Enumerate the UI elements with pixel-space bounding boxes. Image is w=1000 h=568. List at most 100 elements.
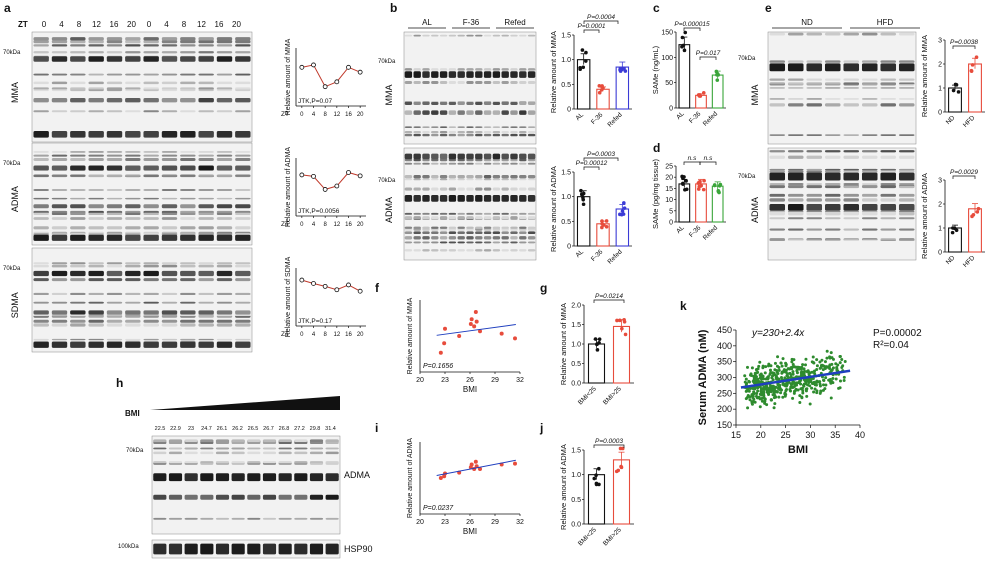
blot-e-adma-band bbox=[880, 228, 897, 231]
blot-e-adma-band bbox=[880, 217, 897, 220]
bracket-g-label: P=0.0214 bbox=[595, 293, 623, 300]
blot-a-adma-band bbox=[88, 174, 104, 177]
blot-a-mma-band bbox=[70, 56, 86, 62]
plot-a-2-xtick-label: 4 bbox=[312, 332, 316, 338]
bar-c-ytick-label: 0 bbox=[669, 106, 673, 113]
blot-h-adma-band bbox=[325, 447, 339, 450]
blot-b-mma-band bbox=[413, 126, 421, 128]
blot-e-adma-band bbox=[824, 183, 841, 185]
blot-b-adma-band bbox=[519, 195, 527, 202]
blot-a-mma-band bbox=[125, 56, 141, 62]
blot-h-hsp90-band bbox=[309, 543, 324, 555]
blot-b-mma-band bbox=[439, 34, 448, 37]
blot-e-mma-band bbox=[824, 63, 841, 72]
blot-e-adma-band bbox=[787, 239, 804, 242]
blot-b-adma-band bbox=[492, 212, 501, 215]
panel-letter-h: h bbox=[116, 376, 123, 390]
blot-a-adma-band bbox=[51, 157, 68, 162]
scatter-k-point bbox=[798, 367, 802, 371]
scatter-k-point bbox=[776, 355, 780, 359]
scatter-k-point bbox=[755, 391, 759, 395]
bar-b-mma-ytick-label: 1.5 bbox=[561, 33, 571, 40]
blot-a-adma-band bbox=[235, 212, 251, 216]
blot-a-mma-band bbox=[235, 131, 251, 138]
bar-j-ylabel: Relative amount of ADMA bbox=[559, 444, 568, 530]
blot-b-mma-band bbox=[492, 34, 501, 37]
blot-b-adma-band bbox=[457, 249, 465, 252]
blot-a-label: ADMA bbox=[10, 186, 20, 212]
blot-a-sdma-band bbox=[125, 323, 141, 327]
blot-a-sdma-band bbox=[198, 338, 214, 341]
scatter-i-xtick-label: 26 bbox=[466, 519, 474, 526]
scatter-k-point bbox=[803, 369, 807, 373]
blot-b-mma-band bbox=[431, 34, 439, 37]
blot-h-adma-band bbox=[231, 473, 245, 482]
scatter-k-point bbox=[749, 387, 753, 391]
group-label-b: F-36 bbox=[463, 18, 480, 27]
blot-b-mma-band bbox=[501, 81, 509, 84]
blot-b-adma-band bbox=[439, 216, 448, 220]
bar-c-ytick-label: 150 bbox=[661, 30, 673, 37]
blot-a-mma-band bbox=[216, 73, 233, 76]
blot-a-mma-band bbox=[235, 44, 251, 47]
blot-a-mma-band bbox=[161, 98, 178, 103]
blot-b-adma-band bbox=[527, 226, 536, 229]
blot-e-adma-band bbox=[843, 185, 860, 189]
blot-a-adma-band bbox=[198, 217, 214, 220]
blot-a-adma-band bbox=[106, 217, 123, 220]
scatter-k-point bbox=[781, 382, 785, 386]
blot-b-mma-band bbox=[457, 130, 465, 134]
blot-e-adma-band bbox=[769, 155, 786, 159]
blot-e-adma-band bbox=[769, 172, 786, 181]
scatter-k-point bbox=[822, 383, 826, 387]
blot-b-adma-band bbox=[519, 175, 527, 179]
blot-a-adma-band bbox=[180, 212, 196, 216]
blot-a-adma-frame bbox=[31, 142, 253, 246]
blot-b-adma-band bbox=[431, 226, 439, 229]
scatter-k-point bbox=[828, 379, 832, 383]
blot-b-adma-band bbox=[448, 231, 457, 235]
blot-b-adma-band bbox=[448, 249, 457, 252]
blot-a-mma-band bbox=[70, 37, 86, 41]
blot-a-mma-band bbox=[198, 87, 214, 90]
scatter-k-point bbox=[752, 381, 756, 385]
blot-e-adma-band bbox=[843, 183, 860, 185]
blot-a-sdma-band bbox=[161, 301, 178, 304]
scatter-k-point bbox=[823, 360, 827, 364]
blot-b-mma-band bbox=[475, 133, 483, 137]
blot-a-mma-band bbox=[161, 131, 178, 138]
blot-e-adma-band bbox=[843, 172, 860, 181]
scatter-k-point bbox=[835, 368, 839, 372]
zt-value: 8 bbox=[77, 20, 82, 29]
blot-e-adma-band bbox=[861, 211, 878, 216]
blot-e-adma-band bbox=[787, 204, 804, 211]
blot-a-mma-band bbox=[143, 37, 159, 41]
blot-h-adma-band bbox=[262, 517, 277, 520]
blot-a-mma-band bbox=[106, 87, 123, 90]
blot-h-hsp90-band bbox=[184, 543, 198, 555]
blot-a-mma-band bbox=[216, 81, 233, 85]
blot-e-adma-band bbox=[769, 239, 786, 242]
blot-e-mma-band bbox=[787, 78, 804, 81]
scatter-f-xlabel: BMI bbox=[463, 385, 477, 394]
blot-h-adma-band bbox=[200, 517, 214, 520]
scatter-k-point bbox=[795, 371, 799, 375]
blot-b-adma-band bbox=[492, 187, 501, 191]
scatter-k-point bbox=[772, 371, 776, 375]
blot-b-adma-band bbox=[448, 153, 457, 160]
scatter-k-point bbox=[838, 361, 842, 365]
plot-a-point bbox=[311, 62, 316, 68]
blot-b-mma-band bbox=[501, 110, 509, 115]
bracket-b-label: P=0.00012 bbox=[576, 160, 608, 167]
blot-b-mma-band bbox=[475, 102, 483, 106]
blot-b-mma-band bbox=[483, 110, 492, 115]
blot-a-mma-band bbox=[180, 51, 196, 54]
blot-e-mma-band bbox=[824, 32, 841, 36]
bar-e-mma-ylabel: Relative amount of MMA bbox=[920, 35, 929, 117]
bar-c-point bbox=[715, 78, 720, 82]
blot-a-adma-band bbox=[180, 154, 196, 157]
scatter-k-fit-line bbox=[740, 369, 851, 389]
scatter-k-point bbox=[788, 388, 792, 392]
bar-b-mma-category: F-36 bbox=[590, 111, 605, 126]
plot-a-0-xtick-label: 4 bbox=[312, 112, 316, 118]
